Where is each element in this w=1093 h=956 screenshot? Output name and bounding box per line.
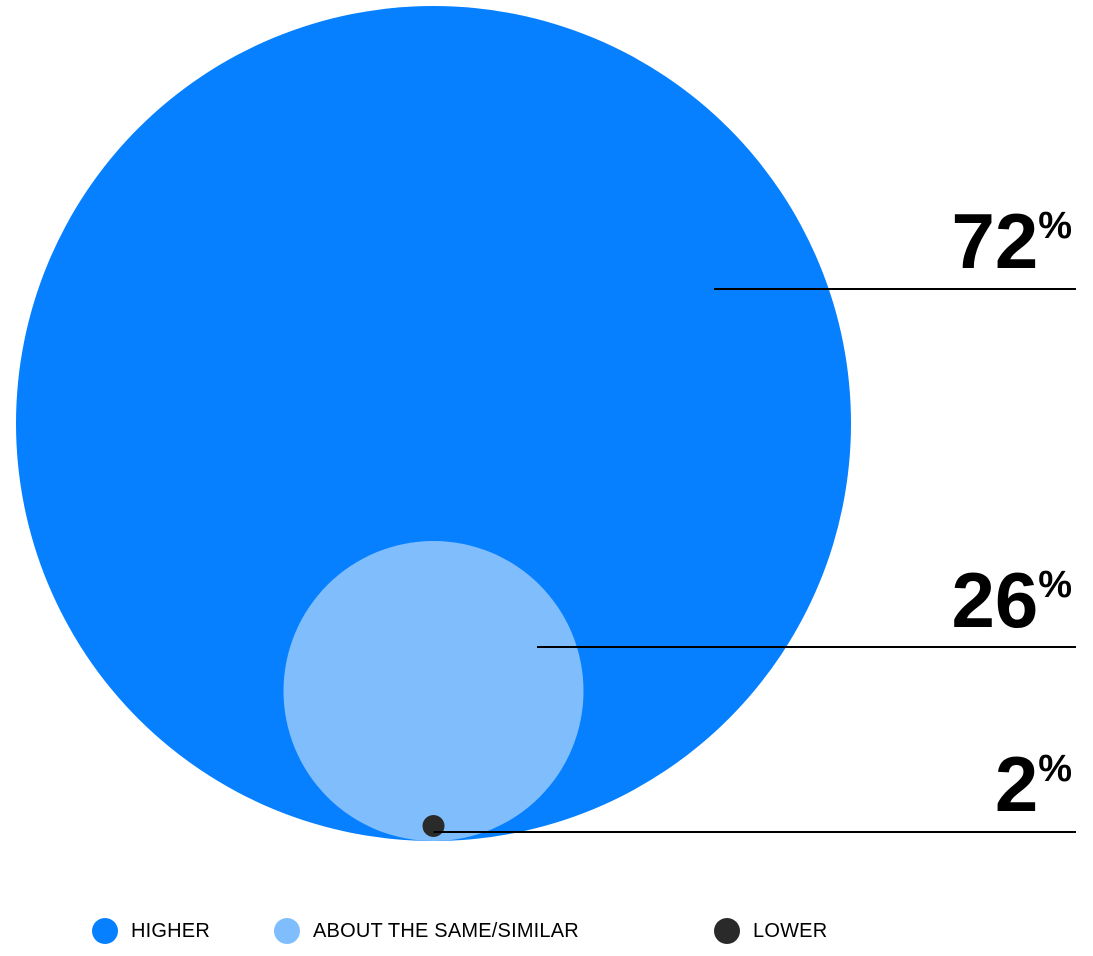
bubble-about-the-same [283, 541, 584, 841]
bubble-higher [16, 6, 851, 841]
legend-label-lower: LOWER [753, 919, 828, 942]
data-label-about-the-same: 26% [951, 556, 1072, 644]
legend-item-higher: HIGHER [92, 918, 210, 944]
data-label-about-the-same-value: 26 [951, 556, 1038, 644]
bubble-chart: 72% 26% 2% [16, 6, 1076, 841]
bubble-lower [422, 815, 445, 837]
data-label-lower-value: 2 [995, 740, 1038, 828]
legend-item-lower: LOWER [714, 918, 827, 944]
data-label-lower-unit: % [1038, 748, 1072, 790]
data-label-higher-unit: % [1038, 205, 1072, 247]
data-label-higher-value: 72 [951, 197, 1038, 285]
legend-swatch-lower [714, 918, 740, 944]
legend-label-higher: HIGHER [131, 919, 210, 942]
legend-swatch-about-the-same [274, 918, 300, 944]
data-label-higher: 72% [951, 197, 1072, 285]
legend-item-about-the-same: ABOUT THE SAME/SIMILAR [274, 918, 579, 944]
legend-label-about-the-same: ABOUT THE SAME/SIMILAR [313, 919, 579, 942]
legend-swatch-higher [92, 918, 118, 944]
data-label-lower: 2% [995, 740, 1072, 828]
legend: HIGHER ABOUT THE SAME/SIMILAR LOWER [92, 918, 1092, 944]
data-label-about-the-same-unit: % [1038, 564, 1072, 606]
